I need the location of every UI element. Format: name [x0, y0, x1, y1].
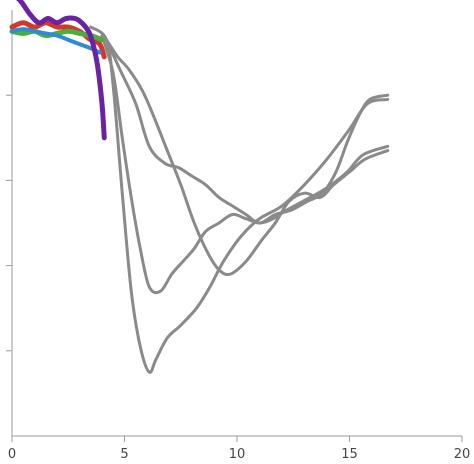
axes — [11, 10, 462, 437]
x-tick-label: 10 — [229, 447, 246, 462]
ticks: 0 5 10 15 20 — [6, 94, 471, 462]
blue-series-line — [10, 27, 102, 55]
gray-series-line — [89, 25, 390, 374]
red-series-line — [9, 20, 107, 60]
series-lines — [9, 0, 390, 374]
x-tick-label: 20 — [454, 447, 471, 462]
x-tick-label: 15 — [341, 447, 358, 462]
purple-series-line — [16, 0, 107, 141]
gray-series-line — [100, 34, 390, 295]
x-tick-label: 0 — [8, 447, 16, 462]
gray-series-line — [105, 38, 390, 225]
x-tick-label: 5 — [120, 447, 128, 462]
gray-series-line — [105, 38, 390, 277]
